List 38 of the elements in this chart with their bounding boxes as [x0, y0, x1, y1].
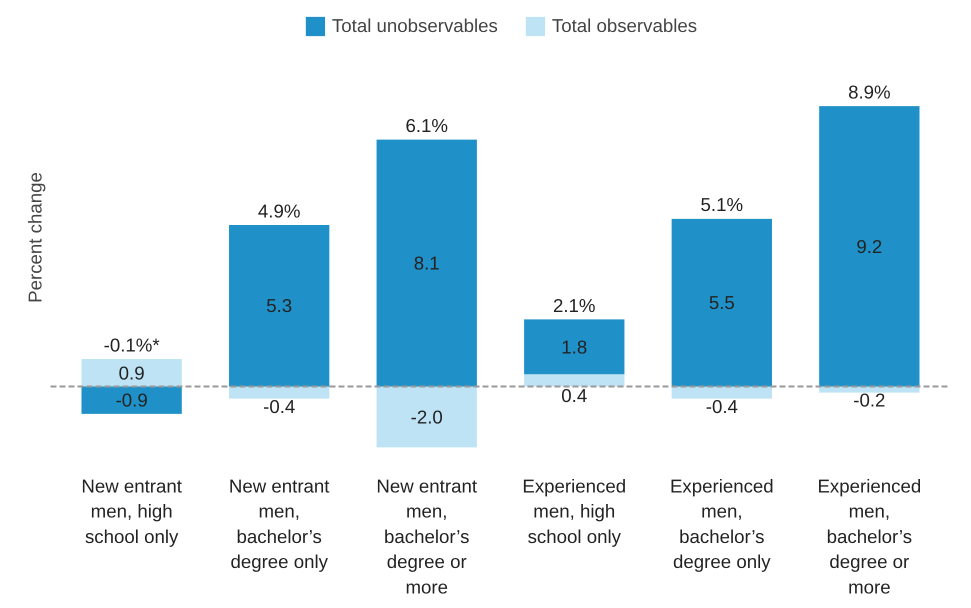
data-label: 0.9	[118, 362, 145, 384]
bar	[229, 224, 330, 386]
data-label: 9.2	[856, 236, 882, 257]
total-label: 4.9%	[258, 200, 300, 222]
data-label: -2.0	[410, 406, 443, 428]
data-label: -0.2	[853, 390, 886, 411]
data-label: 5.3	[266, 295, 292, 316]
total-label: -0.1%*	[104, 334, 160, 356]
x-tick-label: New entrant men, bachelor’s degree or more	[376, 476, 478, 598]
bar	[229, 386, 330, 399]
x-tick-label: Experienced men, bachelor’s degree or more	[817, 476, 922, 598]
x-tick-label: New entrant men, bachelor’s degree only	[228, 476, 330, 572]
total-label: 8.9%	[848, 81, 891, 102]
x-tick-label: New entrant men, high school only	[81, 476, 183, 547]
data-label: 8.1	[414, 252, 440, 274]
data-label: 5.5	[708, 292, 735, 314]
data-label: -0.9	[116, 390, 148, 411]
data-label: -0.4	[706, 396, 738, 417]
data-label: 0.4	[561, 385, 588, 406]
data-label: -0.4	[263, 396, 296, 417]
data-label: 1.8	[561, 336, 588, 358]
bar	[672, 218, 772, 386]
bar	[376, 386, 477, 448]
legend-label: Total observables	[552, 15, 698, 37]
bar	[81, 359, 182, 386]
bar	[524, 374, 624, 386]
bar	[81, 386, 182, 414]
total-label: 5.1%	[700, 194, 744, 216]
bar	[524, 319, 624, 374]
bar	[376, 140, 477, 386]
total-label: 6.1%	[405, 114, 448, 136]
x-tick-label: Experienced men, bachelor’s degree only	[670, 476, 774, 572]
total-label: 2.1%	[553, 294, 596, 316]
bar	[819, 106, 920, 386]
x-tick-label: Experienced men, high school only	[522, 476, 626, 547]
bar	[672, 386, 772, 399]
legend-label: Total unobservables	[332, 15, 498, 37]
y-axis-title: Percent change	[24, 172, 46, 303]
